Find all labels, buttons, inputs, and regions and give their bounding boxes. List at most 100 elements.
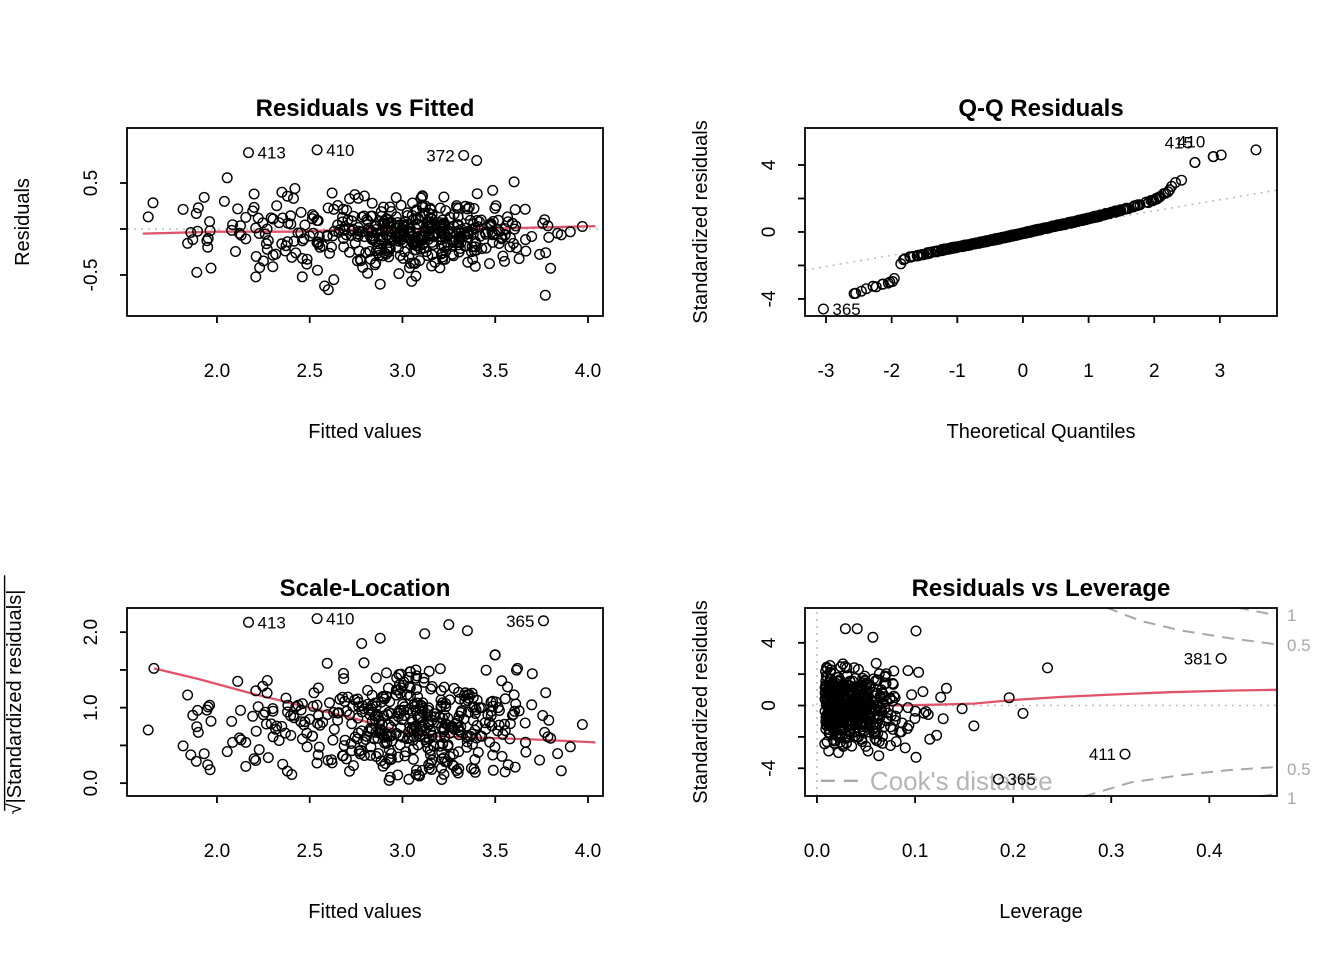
data-point <box>416 191 428 203</box>
data-point <box>240 736 252 748</box>
data-point <box>382 682 394 694</box>
x-tick-label: -3 <box>818 361 835 382</box>
data-point <box>519 203 531 215</box>
data-point <box>453 746 465 758</box>
data-point <box>400 746 412 758</box>
data-point <box>299 716 311 728</box>
data-point <box>250 271 262 283</box>
data-point <box>825 688 837 700</box>
data-point <box>940 682 952 694</box>
data-point <box>361 214 373 226</box>
data-point <box>513 253 525 265</box>
x-tick-label: 0.2 <box>1000 841 1026 862</box>
data-point <box>520 245 532 257</box>
data-point <box>340 229 352 241</box>
data-point <box>354 253 366 265</box>
data-point <box>332 714 344 726</box>
y-axis-label: Residuals <box>12 178 34 266</box>
data-point <box>376 696 388 708</box>
data-point <box>820 680 832 692</box>
plot-frame <box>126 127 604 317</box>
data-point <box>833 747 845 759</box>
data-point <box>328 203 340 215</box>
panel-title-residuals-vs-leverage: Residuals vs Leverage <box>912 575 1171 602</box>
data-point <box>576 719 588 731</box>
cooks-distance-legend-label: Cook's distance <box>870 766 1053 796</box>
x-tick-label: 2.5 <box>297 361 323 382</box>
data-point <box>545 732 557 744</box>
data-point <box>446 248 458 260</box>
outlier-label-413: 413 <box>258 144 286 163</box>
x-tick-label: 0 <box>1018 361 1029 382</box>
x-tick-label: 2 <box>1149 361 1160 382</box>
data-point <box>555 229 567 241</box>
data-point <box>286 251 298 263</box>
panel-title-qq-residuals: Q-Q Residuals <box>958 95 1123 122</box>
data-point <box>486 226 498 238</box>
data-point <box>436 753 448 765</box>
x-tick-label: 2.0 <box>204 841 230 862</box>
data-point <box>227 736 239 748</box>
data-point <box>407 716 419 728</box>
data-point <box>201 235 213 247</box>
data-point <box>499 725 511 737</box>
data-point <box>824 667 836 679</box>
data-point <box>227 219 239 231</box>
data-point <box>887 695 899 707</box>
data-point <box>257 217 269 229</box>
data-point <box>369 235 381 247</box>
data-point <box>476 730 488 742</box>
data-point <box>322 284 334 296</box>
y-tick-label: 1.0 <box>81 694 102 720</box>
data-point <box>892 703 904 715</box>
data-point <box>338 673 350 685</box>
data-point <box>899 742 911 754</box>
data-point <box>229 245 241 257</box>
data-point <box>204 764 216 776</box>
data-point <box>467 224 479 236</box>
data-point <box>423 665 435 677</box>
data-point <box>328 274 340 286</box>
data-point <box>333 707 345 719</box>
data-point <box>493 226 505 238</box>
data-point <box>887 677 899 689</box>
outlier-point-410 <box>311 613 323 625</box>
data-point <box>896 717 908 729</box>
data-area: Cook's distance <box>805 607 1278 797</box>
data-point <box>281 765 293 777</box>
data-point <box>862 745 874 757</box>
data-point <box>471 720 483 732</box>
data-point <box>489 741 501 753</box>
data-point <box>292 227 304 239</box>
data-point <box>273 735 285 747</box>
data-point <box>508 689 520 701</box>
panel-scale-location: 413 410 365 2.0 2.5 3.0 3.5 4.0 0.0 1.0 2.0 Scale-L… <box>3 575 604 923</box>
data-point <box>411 764 423 776</box>
data-point <box>392 769 404 781</box>
x-tick-label: 0.4 <box>1196 841 1223 862</box>
data-point <box>423 762 435 774</box>
data-point <box>226 715 238 727</box>
data-point <box>852 663 864 675</box>
outlier-point-381 <box>1215 653 1227 665</box>
data-point <box>423 702 435 714</box>
data-point <box>414 255 426 267</box>
cooks-contour-label: 0.5 <box>1287 760 1311 779</box>
data-point <box>403 732 415 744</box>
data-point <box>425 683 437 695</box>
data-point <box>854 700 866 712</box>
data-point <box>378 215 390 227</box>
data-point <box>205 715 217 727</box>
data-point <box>312 749 324 761</box>
data-point <box>543 231 555 243</box>
data-point <box>460 731 472 743</box>
data-point <box>534 248 546 260</box>
data-point <box>311 757 323 769</box>
data-point <box>540 687 552 699</box>
data-point <box>439 709 451 721</box>
data-point <box>265 212 277 224</box>
y-tick-label: 2.0 <box>81 619 102 645</box>
data-point <box>285 729 297 741</box>
data-point <box>870 657 882 669</box>
